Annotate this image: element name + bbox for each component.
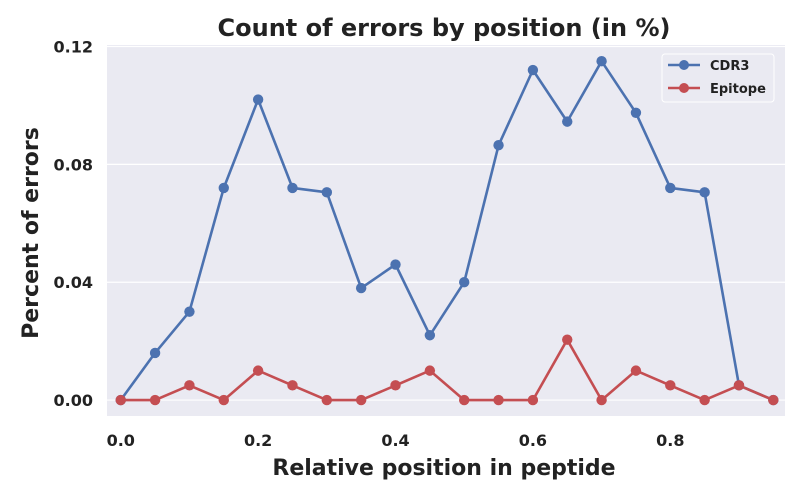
data-point-cdr3 [252,94,264,105]
data-point-epitope [184,380,195,391]
data-point-cdr3 [355,282,367,294]
legend: CDR3 Epitope [661,53,775,103]
y-tick-label: 0.04 [54,273,93,292]
legend-label-cdr3: CDR3 [710,59,749,74]
series-line-epitope [120,338,774,402]
y-tick-label: 0.12 [54,37,93,56]
data-point-cdr3 [562,116,573,127]
data-point-cdr3 [424,330,436,341]
data-point-epitope [287,380,298,391]
data-point-cdr3 [390,259,401,270]
y-tick-label: 0.00 [54,391,93,410]
data-point-epitope [768,394,779,406]
data-point-epitope [630,365,642,376]
data-point-epitope [218,394,229,406]
data-point-epitope [699,394,710,406]
chart-title: Count of errors by position (in %) [218,14,671,42]
series-layer [115,56,779,406]
data-point-epitope [424,365,436,376]
y-tick-label: 0.08 [54,155,93,174]
data-point-epitope [733,380,745,391]
data-point-cdr3 [321,187,333,198]
x-tick-label: 0.2 [244,431,272,450]
data-point-epitope [252,365,264,376]
data-point-cdr3 [665,182,676,194]
x-tick-label: 0.6 [519,431,547,450]
x-axis-ticks: 0.0 0.2 0.4 0.6 0.8 [107,431,685,450]
data-point-cdr3 [630,107,642,118]
data-point-epitope [459,394,470,406]
data-point-epitope [596,394,607,406]
data-point-cdr3 [287,182,298,194]
data-point-cdr3 [527,64,539,76]
x-axis-label: Relative position in peptide [272,456,615,481]
data-point-epitope [149,394,161,406]
data-point-epitope [493,394,504,406]
legend-marker-epitope [679,83,689,93]
plot-background [107,45,785,416]
data-point-epitope [115,394,126,406]
data-point-cdr3 [218,182,229,194]
data-point-epitope [355,394,367,406]
data-point-epitope [665,380,676,391]
x-tick-label: 0.4 [381,431,409,450]
y-axis-ticks: 0.00 0.04 0.08 0.12 [54,37,93,410]
x-tick-label: 0.0 [107,431,135,450]
x-tick-label: 0.8 [656,431,684,450]
data-point-cdr3 [459,277,470,288]
data-point-epitope [527,394,539,406]
legend-marker-cdr3 [679,60,689,70]
y-axis-label: Percent of errors [19,127,44,339]
data-point-cdr3 [596,56,607,67]
data-point-cdr3 [149,347,161,359]
series-line-cdr3 [119,59,774,402]
data-point-cdr3 [493,139,504,151]
legend-label-epitope: Epitope [710,82,766,97]
data-point-cdr3 [699,187,710,198]
data-point-epitope [562,334,573,345]
data-point-cdr3 [184,306,195,317]
data-point-epitope [321,394,333,406]
data-point-epitope [390,380,401,391]
